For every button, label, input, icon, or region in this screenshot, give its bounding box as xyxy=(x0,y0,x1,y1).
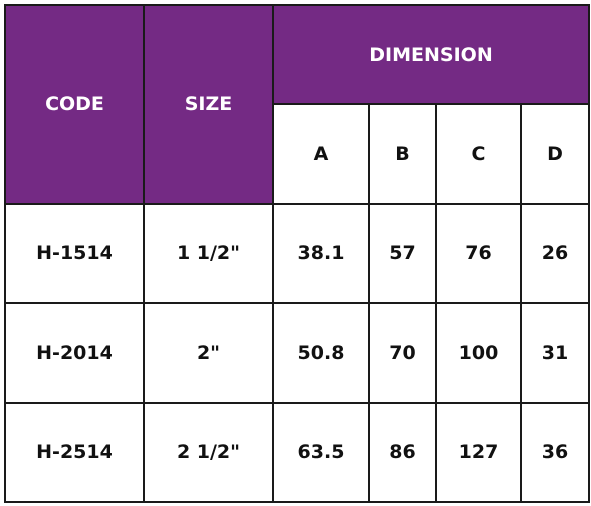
table-row: H-1514 1 1/2" 38.1 57 76 26 xyxy=(4,202,590,305)
subheader-cell: A xyxy=(272,103,370,205)
table-cell: 63.5 xyxy=(272,401,370,504)
table-cell: 70 xyxy=(368,302,437,404)
table-cell: H-1514 xyxy=(4,202,145,305)
table-cell: 36 xyxy=(520,401,590,504)
header-row: CODE SIZE DIMENSION xyxy=(4,3,590,205)
subheader-cell: B xyxy=(368,103,437,205)
subheader-cell: D xyxy=(520,103,590,205)
table-cell: 50.8 xyxy=(272,302,370,404)
table-cell: 2" xyxy=(143,302,274,404)
table-cell: 76 xyxy=(435,202,522,305)
table-row: H-2014 2" 50.8 70 100 31 xyxy=(4,302,590,404)
table-cell: 86 xyxy=(368,401,437,504)
table-row: H-2514 2 1/2" 63.5 86 127 36 xyxy=(4,401,590,504)
subheader-cell: C xyxy=(435,103,522,205)
table-cell: 57 xyxy=(368,202,437,305)
table-cell: 38.1 xyxy=(272,202,370,305)
table-cell: 100 xyxy=(435,302,522,404)
table-cell: 2 1/2" xyxy=(143,401,274,504)
table-body: H-1514 1 1/2" 38.1 57 76 26 H-2014 2" 50.8 70 100 3… xyxy=(4,202,590,504)
header-cell: SIZE xyxy=(143,4,274,205)
header-cell: DIMENSION xyxy=(272,3,590,106)
dimension-table: CODE SIZE DIMENSION A B C D H-1514 1 1/2"… xyxy=(4,3,590,504)
table-cell: 31 xyxy=(520,302,590,404)
table-cell: 1 1/2" xyxy=(143,202,274,305)
table-cell: 127 xyxy=(435,401,522,504)
subheader-row: A B C D xyxy=(5,103,590,205)
table-cell: H-2014 xyxy=(4,302,145,404)
table-cell: 26 xyxy=(520,202,590,305)
table-cell: H-2514 xyxy=(4,401,145,504)
header-cell: CODE xyxy=(4,4,145,205)
